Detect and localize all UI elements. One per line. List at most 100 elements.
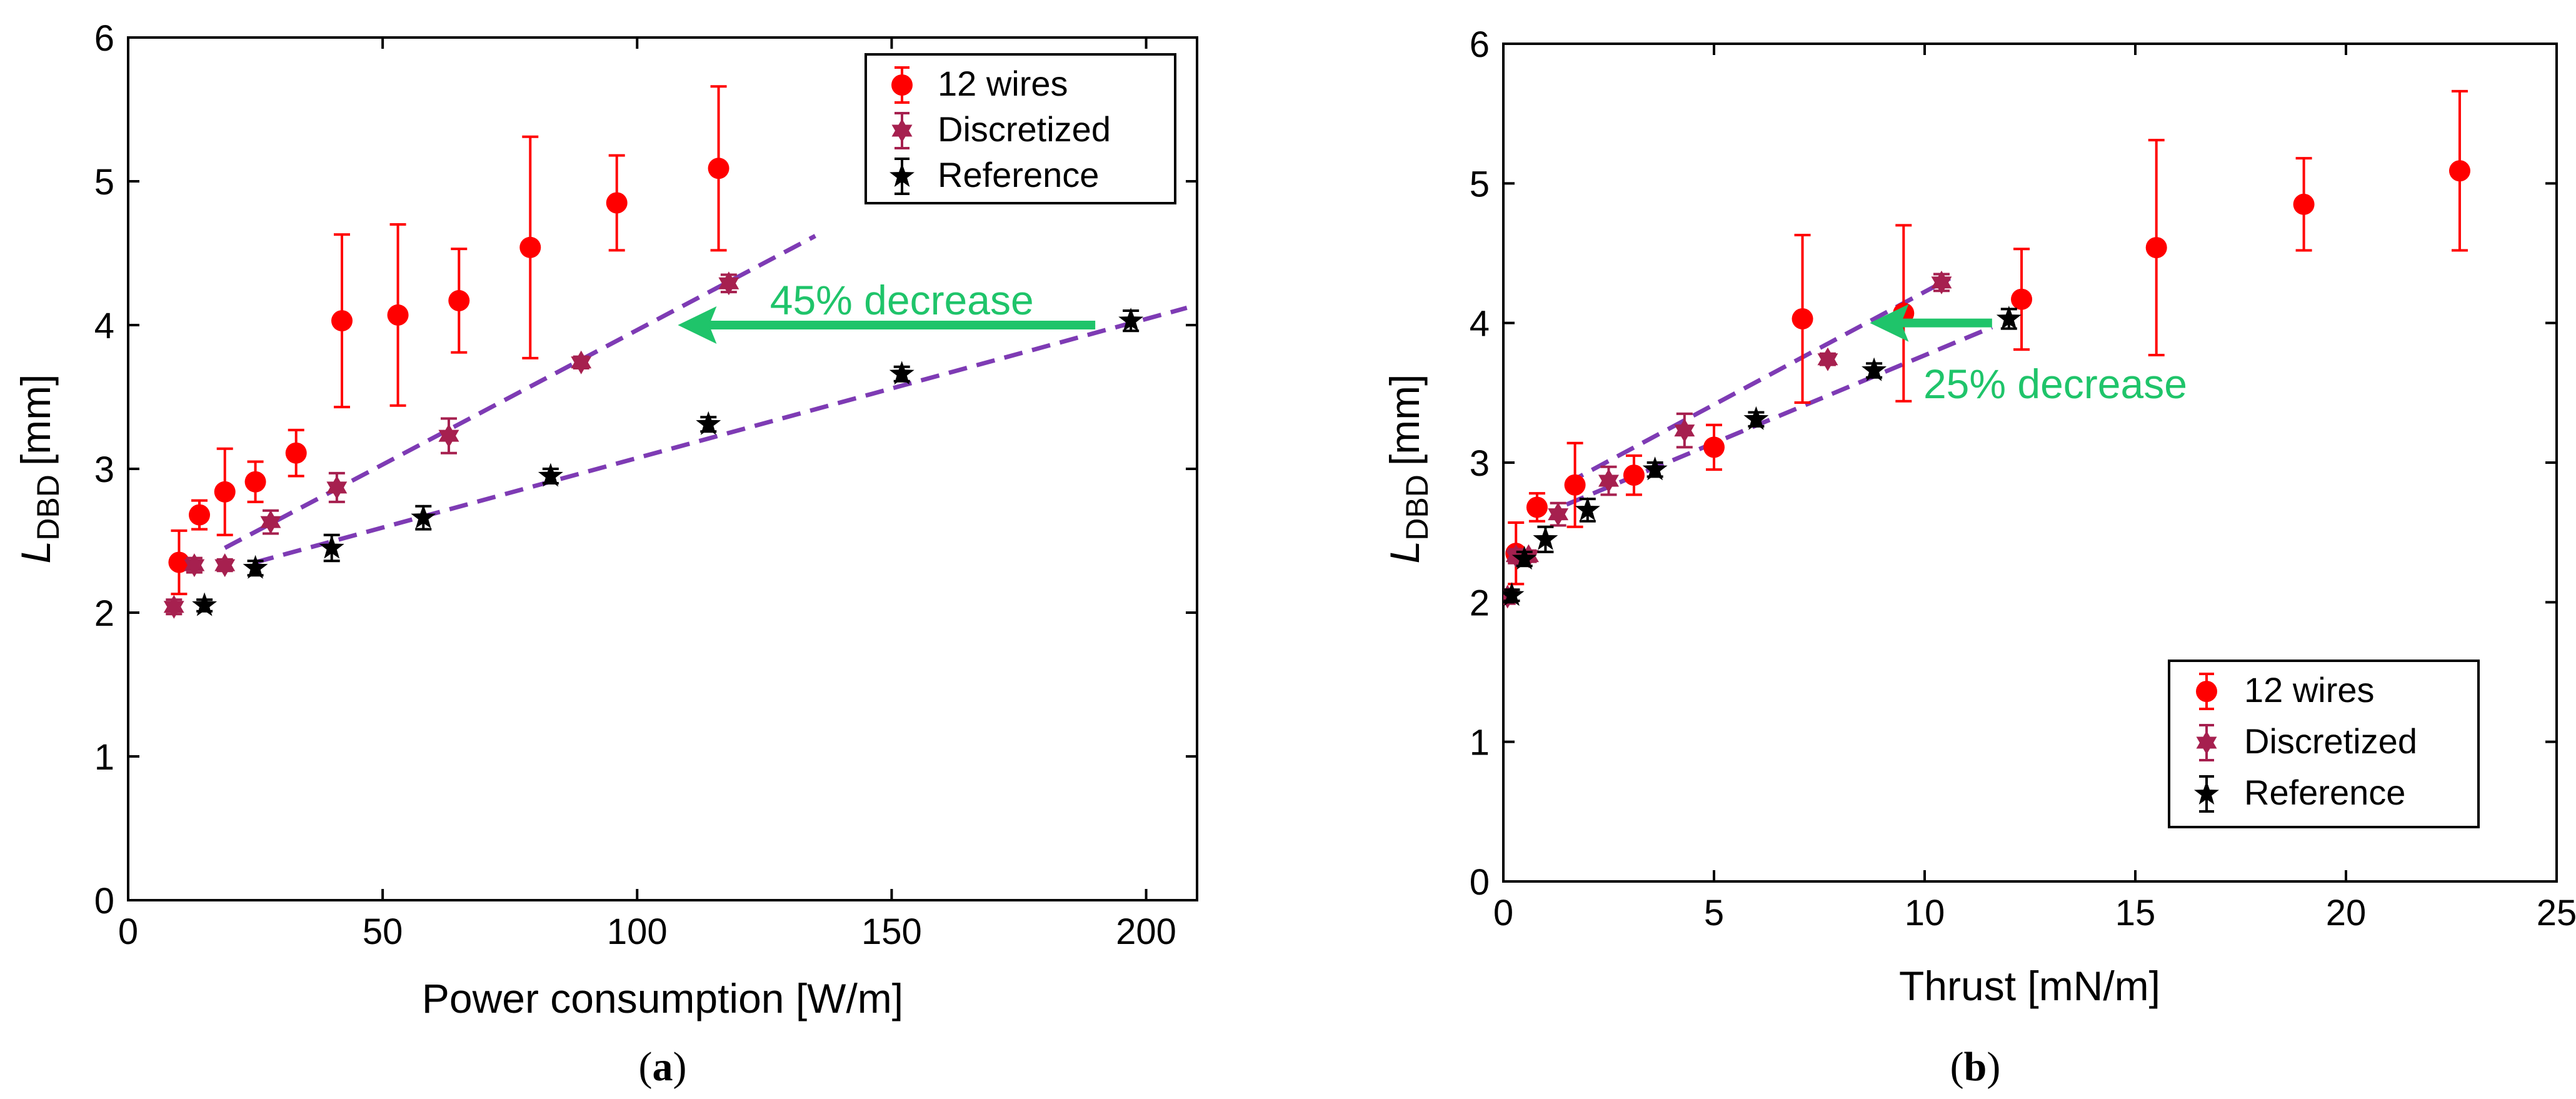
legend-hexagram-marker — [891, 119, 913, 143]
x-tick-label: 50 — [363, 911, 403, 952]
x-tick-labels: 0 50 100 150 200 — [118, 911, 1176, 952]
hexagram-marker — [184, 553, 205, 578]
hexagram-marker — [1931, 270, 1952, 294]
series-discretized — [163, 271, 739, 619]
y-tick-label: 4 — [1470, 304, 1490, 344]
legend-hexagram-marker — [2196, 731, 2217, 755]
annotation-45-percent-decrease: 45% decrease — [770, 277, 1034, 323]
x-tick-label: 10 — [1905, 893, 1945, 933]
circle-marker — [448, 289, 470, 311]
circle-marker — [2145, 237, 2167, 259]
legend-label-reference: Reference — [2244, 773, 2405, 812]
legend: 12 wires Discretized Reference — [2168, 660, 2480, 828]
circle-marker — [606, 192, 628, 214]
circle-marker — [1623, 464, 1645, 486]
circle-marker — [708, 158, 729, 179]
hexagram-marker — [1674, 418, 1695, 443]
decrease-arrow — [678, 306, 1096, 344]
x-tick-label: 20 — [2326, 893, 2367, 933]
legend-symbol-reference — [890, 158, 915, 195]
star-marker — [1511, 546, 1537, 570]
y-tick-label: 5 — [1470, 164, 1490, 204]
hexagram-marker — [326, 475, 348, 499]
reference-trend — [254, 306, 1188, 565]
tick-marks — [127, 36, 1197, 901]
arrow-head — [1870, 304, 1909, 342]
legend-symbol-discretized — [2196, 724, 2217, 761]
circle-marker — [519, 236, 541, 258]
star-marker — [192, 592, 218, 616]
plot-area — [163, 85, 1188, 619]
x-tick-label: 15 — [2115, 893, 2156, 933]
series-discretized — [1503, 270, 1952, 609]
x-tick-label: 100 — [607, 911, 668, 952]
circle-marker — [1703, 436, 1725, 458]
hexagram-marker — [1817, 347, 1838, 371]
y-tick-label: 2 — [1470, 583, 1490, 623]
x-axis-title: Power consumption [W/m] — [422, 975, 903, 1021]
arrow-head — [678, 306, 717, 344]
x-tick-label: 200 — [1116, 911, 1176, 952]
y-tick-label: 5 — [94, 162, 114, 203]
circle-marker — [244, 471, 266, 493]
star-marker — [1118, 308, 1144, 332]
star-marker — [1642, 456, 1668, 481]
legend-circle-marker — [891, 74, 913, 96]
star-marker — [1743, 406, 1769, 430]
hexagram-marker — [1598, 469, 1619, 493]
series-reference — [192, 308, 1144, 616]
reference-trend — [1565, 325, 1993, 507]
star-marker — [1575, 496, 1600, 521]
y-axis-subscript: DBD — [1400, 474, 1435, 541]
legend-star-marker — [2194, 781, 2219, 805]
star-marker — [1503, 582, 1525, 606]
legend-label-12-wires: 12 wires — [2244, 670, 2375, 710]
legend-symbol-12-wires — [2196, 673, 2217, 710]
y-tick-label: 0 — [94, 881, 114, 921]
legend-label-discretized: Discretized — [2244, 721, 2417, 761]
y-tick-labels: 0 1 2 3 4 5 6 — [94, 18, 114, 921]
y-axis-symbol: L — [13, 541, 59, 564]
circle-marker — [1564, 474, 1586, 496]
legend-box — [2168, 660, 2480, 828]
y-axis-unit: [mm] — [1381, 374, 1428, 466]
circle-marker — [1792, 308, 1813, 329]
hexagram-marker — [718, 271, 739, 296]
legend-box — [865, 53, 1176, 204]
y-tick-label: 1 — [1470, 723, 1490, 763]
discretized-trend — [224, 234, 816, 550]
star-marker — [1533, 526, 1558, 550]
annotation-25-percent-decrease: 25% decrease — [1923, 361, 2187, 407]
y-tick-labels: 0 1 2 3 4 5 6 — [1470, 24, 1490, 903]
plot-area — [1503, 89, 2470, 609]
y-tick-label: 4 — [94, 306, 114, 346]
y-tick-label: 3 — [1470, 443, 1490, 484]
legend-circle-marker — [2196, 681, 2217, 702]
legend-symbol-12-wires — [891, 66, 913, 104]
x-tick-label: 25 — [2537, 893, 2576, 933]
hexagram-marker — [438, 424, 459, 448]
y-tick-label: 6 — [94, 18, 114, 59]
legend-label-12-wires: 12 wires — [938, 64, 1068, 103]
panel-letter: b — [1964, 1044, 1987, 1090]
y-tick-label: 2 — [94, 593, 114, 634]
panel-letter: a — [653, 1044, 673, 1090]
x-tick-label: 5 — [1704, 893, 1724, 933]
circle-marker — [168, 551, 190, 573]
y-tick-label: 0 — [1470, 862, 1490, 903]
star-marker — [319, 534, 344, 559]
panel-label: (a) — [639, 1044, 687, 1090]
star-marker — [1862, 357, 1887, 381]
tick-marks — [1502, 43, 2558, 883]
legend-label-discretized: Discretized — [938, 109, 1111, 149]
y-tick-label: 3 — [94, 449, 114, 490]
star-marker — [889, 361, 915, 385]
star-marker — [243, 555, 268, 579]
circle-marker — [2293, 193, 2315, 215]
x-axis-title: Thrust [mN/m] — [1899, 963, 2160, 1009]
hexagram-marker — [571, 350, 592, 374]
x-tick-label: 0 — [1493, 893, 1513, 933]
chart-panel-a: 0 50 100 150 200 0 1 2 3 4 5 6 Power con… — [13, 18, 1198, 1090]
series-12-wires — [1505, 89, 2470, 586]
